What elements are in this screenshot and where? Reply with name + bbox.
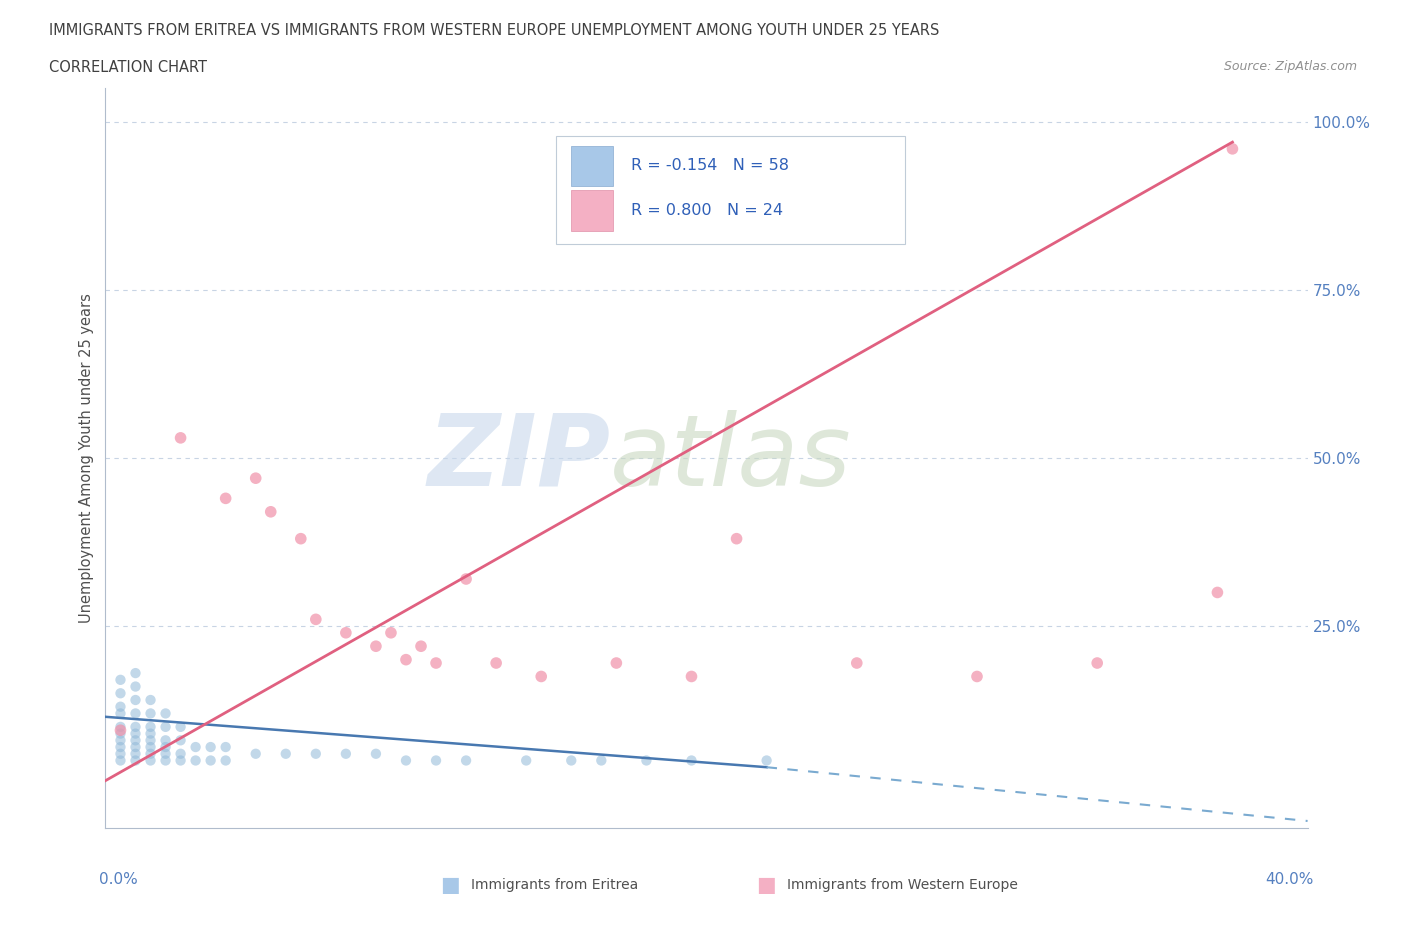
Y-axis label: Unemployment Among Youth under 25 years: Unemployment Among Youth under 25 years [79,293,94,623]
Point [636,753,658,768]
Point [485,656,508,671]
Point [245,471,267,485]
Point [169,733,191,748]
Point [139,753,162,768]
Point [169,431,191,445]
Point [591,753,613,768]
Point [1085,656,1108,671]
Point [1206,585,1229,600]
Point [425,753,447,768]
Point [110,746,132,761]
Point [274,746,297,761]
Point [169,720,191,735]
Point [395,652,418,667]
Point [155,720,177,735]
Point [124,753,146,768]
Point [335,625,357,640]
Text: 0.0%: 0.0% [100,872,138,887]
Point [681,753,703,768]
Point [124,746,146,761]
Point [124,679,146,694]
Point [966,669,988,684]
Point [124,693,146,708]
Point [200,753,222,768]
Point [139,726,162,741]
Point [124,666,146,681]
Point [335,746,357,761]
Point [364,639,387,654]
Text: ■: ■ [440,875,460,896]
Point [124,720,146,735]
Text: ■: ■ [756,875,776,896]
Point [155,733,177,748]
Point [214,739,236,754]
Point [184,739,207,754]
Point [169,746,191,761]
Point [110,723,132,737]
Point [155,753,177,768]
Text: Immigrants from Eritrea: Immigrants from Eritrea [471,878,638,893]
Point [260,504,283,519]
Point [139,720,162,735]
Point [110,720,132,735]
Point [1222,141,1244,156]
Point [454,572,477,587]
Point [110,699,132,714]
Point [110,685,132,700]
Text: ZIP: ZIP [427,409,610,507]
Point [515,753,537,768]
Point [395,753,418,768]
Point [530,669,553,684]
Text: Source: ZipAtlas.com: Source: ZipAtlas.com [1223,60,1357,73]
FancyBboxPatch shape [571,146,613,186]
Text: R = -0.154   N = 58: R = -0.154 N = 58 [631,158,789,174]
Point [200,739,222,754]
Point [364,746,387,761]
Point [409,639,432,654]
Point [290,531,312,546]
Text: atlas: atlas [610,409,852,507]
Point [110,706,132,721]
Point [110,726,132,741]
Point [124,726,146,741]
Point [139,733,162,748]
Point [605,656,627,671]
Point [110,739,132,754]
Point [139,693,162,708]
Point [110,753,132,768]
Point [155,746,177,761]
Point [124,739,146,754]
Point [560,753,582,768]
Point [305,612,328,627]
Point [454,753,477,768]
FancyBboxPatch shape [571,190,613,231]
Point [139,739,162,754]
Point [681,669,703,684]
Point [380,625,402,640]
Point [725,531,748,546]
Point [124,706,146,721]
Text: 40.0%: 40.0% [1265,872,1313,887]
Point [305,746,328,761]
Point [169,753,191,768]
Point [124,733,146,748]
Point [214,491,236,506]
Point [139,706,162,721]
Text: IMMIGRANTS FROM ERITREA VS IMMIGRANTS FROM WESTERN EUROPE UNEMPLOYMENT AMONG YOU: IMMIGRANTS FROM ERITREA VS IMMIGRANTS FR… [49,23,939,38]
Point [214,753,236,768]
Point [110,672,132,687]
Text: Immigrants from Western Europe: Immigrants from Western Europe [787,878,1018,893]
FancyBboxPatch shape [557,137,905,244]
Point [155,739,177,754]
Text: CORRELATION CHART: CORRELATION CHART [49,60,207,75]
Point [425,656,447,671]
Point [155,706,177,721]
Point [139,746,162,761]
Point [845,656,868,671]
Text: R = 0.800   N = 24: R = 0.800 N = 24 [631,203,783,218]
Point [245,746,267,761]
Point [110,733,132,748]
Point [755,753,778,768]
Point [184,753,207,768]
